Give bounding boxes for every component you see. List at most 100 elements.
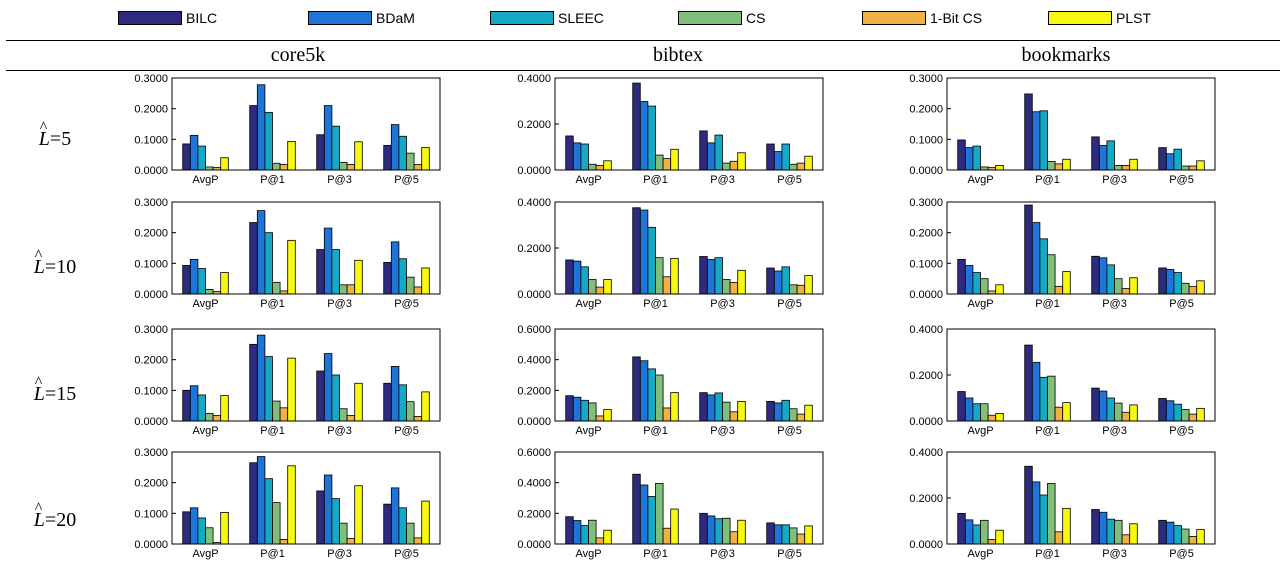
- bar-sleec-p3: [331, 249, 340, 295]
- bar-cs-p3: [722, 279, 731, 295]
- x-tick-label: P@1: [643, 548, 668, 560]
- bar-plst-p3: [737, 519, 746, 545]
- row-label-symbol: ^ L: [39, 119, 50, 150]
- bar-cs-p3: [722, 517, 731, 545]
- bar-cs-p5: [1181, 282, 1190, 295]
- bar-1bitcs-p1: [279, 539, 289, 545]
- bar-bdam-p1: [256, 210, 266, 295]
- bar-plst-p5: [421, 267, 430, 295]
- bar-1bitcs-p3: [346, 284, 356, 295]
- bar-sleec-avgp: [580, 266, 589, 295]
- x-tick-label: P@3: [710, 425, 735, 437]
- bar-bdam-p5: [390, 366, 400, 422]
- bar-1bitcs-p3: [1121, 164, 1131, 171]
- bar-sleec-avgp: [972, 403, 981, 422]
- bar-bdam-avgp: [572, 142, 582, 171]
- bar-sleec-p5: [781, 399, 790, 422]
- bar-1bitcs-p5: [1188, 165, 1198, 171]
- bar-sleec-avgp: [972, 524, 981, 545]
- bar-cs-p1: [1047, 161, 1056, 171]
- y-tick-label: 0.6000: [517, 447, 551, 459]
- bar-bilc-avgp: [957, 391, 966, 422]
- bar-plst-p1: [287, 357, 296, 422]
- x-tick-label: P@5: [1169, 298, 1194, 310]
- row-label-1: ^ L=5: [0, 119, 110, 151]
- bar-bdam-p5: [773, 270, 783, 295]
- bar-bilc-p3: [1091, 387, 1100, 422]
- x-tick-label: AvgP: [192, 298, 218, 310]
- bar-1bitcs-p5: [413, 537, 423, 545]
- legend-label-1bitcs: 1-Bit CS: [930, 10, 983, 26]
- bar-bdam-p3: [323, 474, 333, 545]
- bar-bdam-avgp: [572, 396, 582, 422]
- bar-1bitcs-avgp: [987, 414, 997, 422]
- bar-bdam-p1: [639, 209, 649, 295]
- bar-plst-p5: [804, 525, 813, 545]
- x-tick-label: AvgP: [192, 548, 218, 560]
- bar-bdam-p5: [1165, 269, 1175, 295]
- chart-bibtex-L20: 0.0000 0.2000 0.4000 0.6000 AvgP P@1 P@3 P@5: [517, 447, 824, 560]
- x-tick-label: P@5: [777, 548, 802, 560]
- legend-item-1bitcs: 1-Bit CS: [862, 8, 982, 28]
- bar-plst-p5: [804, 155, 813, 171]
- y-tick-label: 0.0000: [517, 539, 551, 551]
- bar-sleec-p3: [331, 125, 340, 171]
- plot-frame: [171, 201, 441, 295]
- bar-bilc-avgp: [957, 513, 966, 545]
- bar-cs-avgp: [205, 412, 214, 422]
- bar-plst-avgp: [603, 160, 612, 171]
- bar-plst-p3: [1129, 158, 1138, 171]
- bar-sleec-p5: [398, 384, 407, 422]
- bar-cs-p1: [1047, 483, 1056, 545]
- bar-bdam-avgp: [189, 507, 199, 545]
- bar-bilc-p5: [383, 382, 392, 422]
- x-tick-label: P@1: [643, 298, 668, 310]
- y-tick-label: 0.0000: [909, 165, 943, 177]
- row-label-4: ^ L=20: [0, 500, 110, 532]
- chart-core5k-L5: 0.0000 0.1000 0.2000 0.3000 AvgP P@1 P@3 P@5: [134, 73, 441, 186]
- bar-plst-p5: [1196, 529, 1205, 545]
- y-tick-label: 0.3000: [134, 324, 168, 336]
- bar-1bitcs-p5: [1188, 285, 1198, 295]
- bar-plst-p3: [737, 400, 746, 422]
- bar-cs-p1: [655, 483, 664, 545]
- bar-cs-p3: [1114, 164, 1123, 171]
- y-tick-label: 0.2000: [134, 355, 168, 367]
- x-tick-label: P@5: [394, 425, 419, 437]
- bar-cs-p5: [406, 401, 415, 422]
- bar-1bitcs-p5: [413, 164, 423, 171]
- bar-cs-p5: [1181, 528, 1190, 545]
- bar-plst-p5: [1196, 160, 1205, 171]
- bar-plst-p1: [670, 148, 679, 171]
- bar-plst-avgp: [220, 395, 229, 422]
- bar-sleec-avgp: [580, 525, 589, 545]
- bar-bdam-p3: [706, 259, 716, 295]
- x-tick-label: AvgP: [575, 298, 601, 310]
- bar-1bitcs-p1: [1054, 163, 1064, 171]
- x-tick-label: P@5: [777, 174, 802, 186]
- y-tick-label: 0.0000: [517, 416, 551, 428]
- row-label-2: ^ L=10: [0, 247, 110, 279]
- bar-cs-p1: [272, 502, 281, 545]
- bar-1bitcs-p3: [729, 160, 739, 171]
- bar-cs-p1: [272, 162, 281, 171]
- x-tick-label: P@3: [1102, 298, 1127, 310]
- bar-sleec-avgp: [972, 145, 981, 171]
- legend-label-bilc: BILC: [186, 10, 218, 26]
- y-tick-label: 0.3000: [134, 73, 168, 85]
- bar-1bitcs-p1: [662, 527, 672, 545]
- y-tick-label: 0.2000: [909, 493, 943, 505]
- bar-cs-p3: [1114, 278, 1123, 295]
- y-tick-label: 0.4000: [909, 447, 943, 459]
- row-label-symbol: ^ L: [34, 500, 45, 531]
- x-tick-label: P@1: [643, 174, 668, 186]
- bar-cs-p3: [722, 162, 731, 171]
- bar-1bitcs-p5: [413, 415, 423, 422]
- x-tick-label: P@5: [1169, 548, 1194, 560]
- chart-core5k-L20: 0.0000 0.1000 0.2000 0.3000 AvgP P@1 P@3 P@5: [134, 447, 441, 560]
- y-tick-label: 0.0000: [909, 416, 943, 428]
- y-tick-label: 0.4000: [517, 197, 551, 209]
- bar-sleec-p1: [1039, 110, 1048, 171]
- legend-item-cs: CS: [678, 8, 765, 28]
- y-tick-label: 0.1000: [134, 385, 168, 397]
